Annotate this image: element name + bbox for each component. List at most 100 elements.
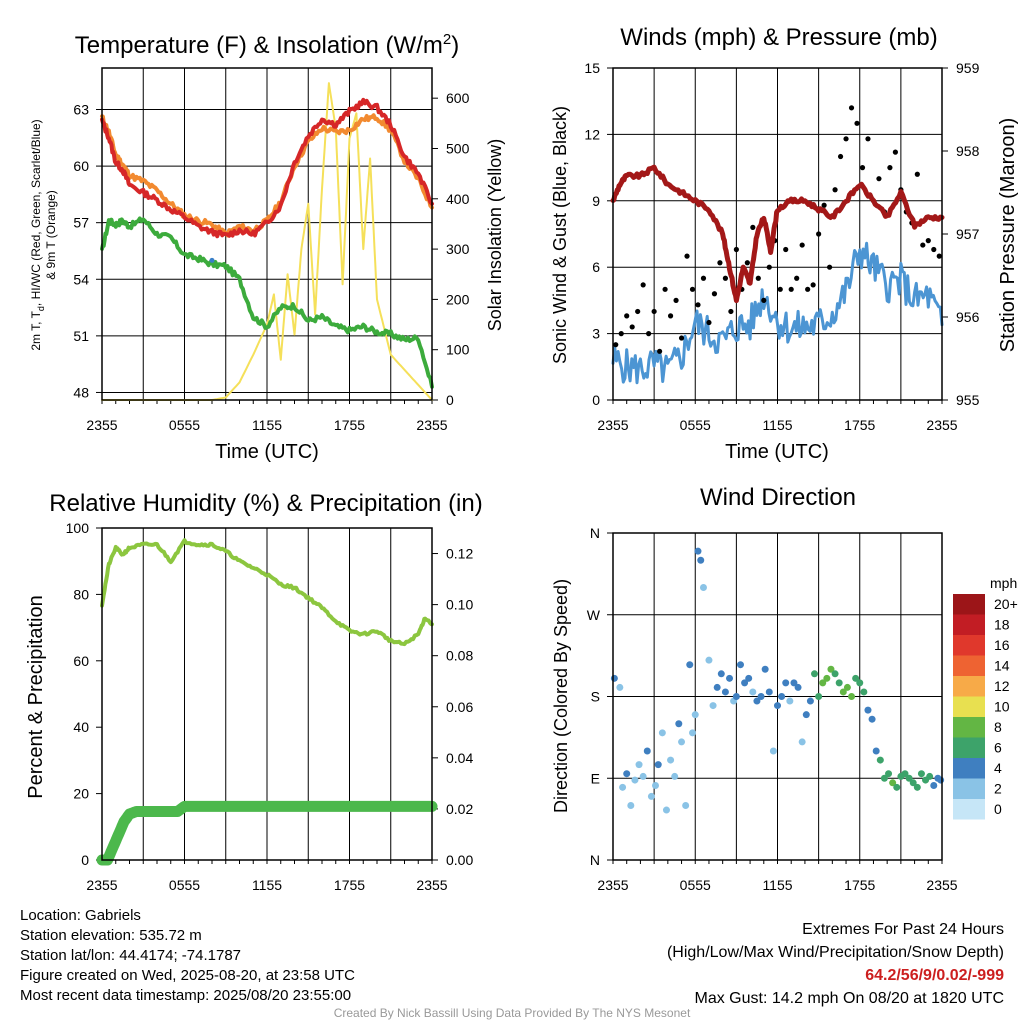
direction-point	[643, 747, 651, 755]
direction-point	[917, 770, 925, 778]
legend-swatch	[953, 758, 985, 779]
direction-point	[848, 693, 856, 700]
gust-point	[810, 282, 816, 288]
direction-point	[753, 697, 761, 705]
gust-point	[859, 165, 866, 171]
gust-point	[695, 302, 701, 308]
gust-point	[635, 308, 641, 315]
y-tick-label: N	[590, 852, 600, 868]
gust-point	[629, 324, 635, 330]
direction-point	[678, 738, 686, 746]
direction-point	[937, 776, 945, 784]
x-tick-label: 2355	[416, 877, 447, 893]
extremes-values: 64.2/56/9/0.02/-999	[865, 967, 1004, 984]
gust-point	[706, 319, 712, 326]
legend-swatch	[953, 655, 985, 676]
direction-point	[868, 715, 876, 723]
y-tick-label: 60	[73, 653, 89, 669]
legend-swatch	[953, 778, 985, 799]
gust-point	[914, 171, 920, 177]
legend-swatch	[953, 717, 985, 738]
y-tick-label: 63	[73, 102, 89, 118]
legend-swatch	[953, 614, 985, 635]
direction-point	[761, 665, 769, 673]
direction-point	[654, 761, 662, 769]
gust-point	[667, 313, 674, 319]
wind-direction-ylabel: Direction (Colored By Speed)	[551, 579, 571, 813]
direction-point	[852, 674, 860, 682]
y-tick-label: S	[591, 689, 600, 705]
direction-point	[647, 792, 655, 800]
extremes-title: Extremes For Past 24 Hours	[802, 921, 1004, 938]
winds-xlabel: Time (UTC)	[725, 441, 829, 463]
direction-point	[732, 693, 740, 700]
legend-label: 12	[994, 678, 1010, 694]
x-tick-label: 1155	[762, 877, 792, 893]
direction-point	[819, 679, 827, 687]
y-tick-label: 54	[73, 271, 89, 287]
legend-label: 18	[994, 617, 1010, 633]
direction-point	[872, 747, 880, 755]
credit-text: Created By Nick Bassill Using Data Provi…	[333, 1006, 691, 1020]
gust-point	[783, 246, 789, 253]
x-tick-label: 0555	[680, 877, 711, 893]
rh-line	[100, 538, 434, 647]
direction-point	[769, 747, 777, 755]
x-tick-label: 0555	[169, 417, 200, 433]
gust-point	[766, 264, 772, 270]
y2-tick-label: 0.10	[446, 597, 473, 613]
speed-legend: 20+ 18 16 14 12 10 8 6 4 2 0	[953, 594, 1018, 820]
y2-tick-label: 200	[446, 291, 470, 307]
gust-point	[684, 253, 690, 259]
y2-tick-label: 955	[956, 392, 980, 408]
wind-line	[611, 241, 944, 385]
y-tick-label: 6	[592, 259, 600, 275]
dewpoint-line	[100, 216, 434, 389]
gust-point	[717, 260, 723, 266]
gust-point	[794, 275, 800, 281]
y-tick-label: 40	[73, 719, 89, 735]
x-tick-label: 1755	[334, 877, 365, 893]
y-tick-label: 0	[81, 852, 89, 868]
x-tick-label: 1755	[334, 417, 365, 433]
legend-swatch	[953, 676, 985, 697]
direction-point	[757, 693, 765, 700]
direction-point	[930, 782, 938, 790]
gust-point	[613, 342, 619, 348]
gust-point	[865, 136, 871, 142]
y2-tick-label: 0.08	[446, 648, 473, 664]
direction-point	[893, 783, 901, 791]
direction-point	[675, 720, 683, 728]
direction-point	[749, 688, 757, 696]
gust-point	[689, 286, 696, 292]
y-tick-label: 80	[73, 586, 89, 602]
legend-label: 20+	[994, 596, 1018, 612]
gust-point	[733, 246, 739, 253]
gust-point	[618, 331, 624, 337]
y2-tick-label: 959	[956, 60, 980, 76]
grid-3	[612, 532, 943, 861]
gust-point	[892, 149, 898, 155]
y-tick-label: 48	[73, 384, 89, 400]
gust-point	[799, 242, 805, 248]
y-tick-label: 20	[73, 786, 89, 802]
direction-point	[689, 729, 697, 737]
x-tick-label: 2355	[86, 877, 117, 893]
station-info: Location: Gabriels Station elevation: 53…	[20, 906, 355, 1006]
legend-label: 4	[994, 760, 1002, 776]
direction-point	[671, 772, 679, 780]
elevation-text: Station elevation: 535.72 m	[20, 927, 202, 944]
direction-point	[713, 683, 721, 691]
gust-point	[646, 331, 652, 337]
direction-point	[662, 806, 670, 814]
direction-point	[905, 774, 913, 782]
gust-point	[854, 120, 860, 126]
direction-point	[699, 584, 707, 591]
extremes-box: Extremes For Past 24 Hours (High/Low/Max…	[667, 918, 1004, 1010]
direction-point	[856, 679, 864, 687]
gust-point	[722, 275, 729, 281]
gust-point	[788, 286, 794, 292]
x-tick-label: 2355	[416, 417, 447, 433]
heat-index-point	[209, 257, 215, 263]
